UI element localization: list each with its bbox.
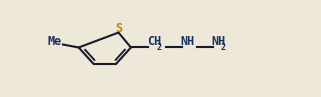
Text: S: S <box>115 22 122 35</box>
Text: CH: CH <box>148 35 162 48</box>
Text: NH: NH <box>181 35 195 48</box>
Text: 2: 2 <box>157 43 162 52</box>
Text: 2: 2 <box>221 43 226 52</box>
Text: NH: NH <box>212 35 226 48</box>
Text: Me: Me <box>48 35 62 48</box>
